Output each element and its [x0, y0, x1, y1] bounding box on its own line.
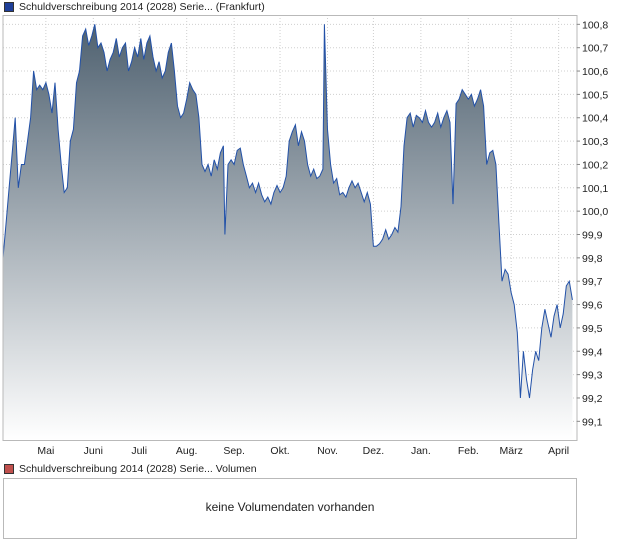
price-chart[interactable]: 100,8 100,7 100,6 100,5 100,4 100,3 100,2 100,1…: [0, 15, 620, 460]
volume-series-swatch: [4, 464, 14, 474]
volume-chart-panel: keine Volumendaten vorhanden: [3, 478, 577, 539]
x-tick-label: Aug.: [176, 445, 198, 457]
y-tick-label: 99,3: [582, 370, 603, 382]
y-tick-label: 99,1: [582, 416, 603, 428]
x-tick-label: Okt.: [270, 445, 289, 457]
volume-legend-label: Schuldverschreibung 2014 (2028) Serie...…: [19, 463, 257, 475]
x-tick-label: Juli: [131, 445, 147, 457]
y-tick-label: 100,2: [582, 159, 608, 171]
x-tick-label: Feb.: [458, 445, 479, 457]
price-line: [2, 24, 573, 399]
y-tick-label: 99,8: [582, 253, 603, 265]
y-tick-label: 99,9: [582, 230, 603, 242]
x-axis: Mai Juni Juli Aug. Sep. Okt. Nov. Dez. Jan. Feb. M…: [37, 445, 569, 457]
y-tick-label: 100,6: [582, 66, 608, 78]
y-tick-label: 99,4: [582, 346, 603, 358]
x-tick-label: April: [548, 445, 569, 457]
y-tick-label: 100,1: [582, 183, 608, 195]
y-tick-label: 99,5: [582, 323, 603, 335]
y-axis: 100,8 100,7 100,6 100,5 100,4 100,3 100,2 100,1…: [577, 19, 608, 428]
y-tick-label: 100,8: [582, 19, 608, 31]
x-tick-label: Jan.: [411, 445, 431, 457]
x-tick-label: Dez.: [363, 445, 385, 457]
y-tick-label: 100,5: [582, 89, 608, 101]
no-volume-data-message: keine Volumendaten vorhanden: [205, 500, 375, 514]
x-tick-label: Juni: [84, 445, 103, 457]
y-tick-label: 100,3: [582, 136, 608, 148]
price-area: [3, 24, 573, 441]
price-legend-label: Schuldverschreibung 2014 (2028) Serie...…: [19, 1, 265, 13]
plot-frame: [2, 15, 578, 441]
x-tick-label: Nov.: [317, 445, 338, 457]
price-series-swatch: [4, 2, 14, 12]
x-tick-label: Sep.: [223, 445, 245, 457]
y-tick-label: 100,7: [582, 43, 608, 55]
y-tick-label: 99,2: [582, 393, 603, 405]
y-tick-label: 99,7: [582, 276, 603, 288]
price-chart-legend: Schuldverschreibung 2014 (2028) Serie...…: [4, 0, 265, 14]
x-tick-label: Mai: [37, 445, 54, 457]
y-tick-label: 99,6: [582, 300, 603, 312]
y-tick-label: 100,0: [582, 206, 608, 218]
volume-chart-legend: Schuldverschreibung 2014 (2028) Serie...…: [4, 462, 257, 476]
x-tick-label: März: [500, 445, 523, 457]
y-tick-label: 100,4: [582, 113, 608, 125]
